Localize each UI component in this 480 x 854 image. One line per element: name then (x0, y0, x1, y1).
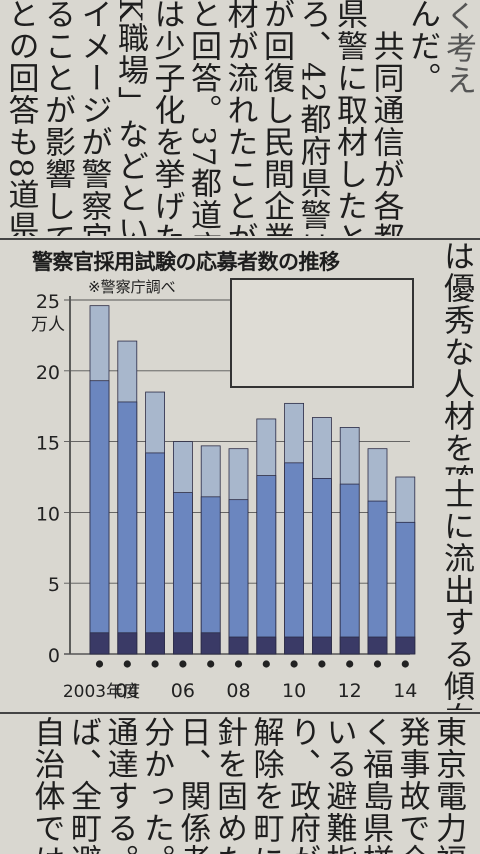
chart-title: 警察官採用試験の応募者数の推移 (32, 250, 340, 274)
text-column: 解除を町に提 (247, 716, 284, 854)
x-tick-dot (179, 660, 187, 668)
text-column: 材が流れたことが原因 (221, 0, 258, 236)
bar-passed (395, 636, 416, 655)
x-tick-label: 04 (115, 680, 139, 702)
text-column: が回復し民間企業に人 (258, 0, 294, 236)
bar-examinees (228, 499, 249, 655)
bar-examinees (117, 401, 138, 655)
bar-examinees (200, 496, 221, 655)
x-tick-dot (123, 660, 131, 668)
bar-passed (117, 632, 138, 655)
text-column: いる避難指 (320, 716, 357, 854)
bar-examinees (311, 478, 332, 655)
text-column: り、政府が8 (284, 716, 320, 854)
x-tick-dot (95, 660, 104, 668)
text-column: は少子化を挙げた。「3 (148, 0, 185, 236)
text-column: ば、全町避難 (65, 716, 101, 854)
bar-passed (228, 636, 249, 655)
x-tick-label: 08 (226, 680, 250, 702)
text-column: ろ、42都府県警は景気 (294, 0, 331, 236)
text-column: 通達する。 (101, 716, 138, 854)
bar-passed (172, 632, 193, 655)
x-tick-dot (262, 660, 270, 668)
x-tick-dot (346, 660, 354, 668)
x-tick-dot (401, 660, 409, 668)
x-tick-label: 14 (393, 680, 417, 702)
article-right-col-b: 士に流出する傾向があ (438, 478, 474, 710)
bar-passed (145, 632, 166, 655)
text-column: んだ。 (404, 0, 440, 94)
bar-passed (339, 636, 360, 655)
chart-source-note: ※警察庁調べ (88, 278, 176, 296)
text-column: 分かった。近 (138, 716, 174, 854)
y-tick-label: 20 (36, 362, 60, 384)
text-column: 自治体では初 (28, 716, 65, 854)
bar-examinees (339, 483, 360, 655)
divider-top (0, 238, 480, 240)
chart-legend (230, 278, 414, 388)
bar-examinees (89, 380, 110, 655)
bar-passed (284, 636, 305, 655)
x-tick-label: 2003年度 (63, 682, 140, 702)
text-column: イメージが警察官にあ (75, 0, 112, 236)
text-column: く福島県楢葉 (357, 716, 393, 854)
x-tick-dot (151, 660, 159, 668)
y-tick-label: 0 (48, 645, 60, 667)
bar-examinees (367, 500, 388, 655)
bar-passed (200, 632, 221, 655)
text-column: 針を固めた (211, 716, 247, 854)
y-unit-label: 万人 (31, 315, 65, 335)
text-column: 東京電力福 (430, 716, 466, 854)
bar-passed (256, 636, 277, 655)
bar-passed (367, 636, 388, 655)
bar-passed (311, 636, 332, 655)
y-tick-label: 5 (48, 574, 60, 596)
y-tick-label: 10 (36, 503, 60, 525)
article-right-col-a: は優秀な人材を確保す (438, 240, 474, 475)
bar-examinees (256, 475, 277, 655)
text-column: 県警に取材したとこ (331, 0, 367, 236)
x-tick-label: 10 (282, 680, 306, 702)
y-tick-label: 15 (36, 433, 60, 455)
text-column: 日、関係者へ (174, 716, 211, 854)
text-column: 共同通信が各都道府 (367, 0, 404, 236)
text-column: 発事故で全町 (393, 716, 430, 854)
article-top-edge: く考え (440, 0, 476, 96)
y-tick-label: 25 (36, 291, 60, 313)
bar-passed (89, 632, 110, 655)
bar-examinees (395, 521, 416, 655)
x-tick-label: 06 (171, 680, 195, 702)
text-column: との回答も8道県警が (2, 0, 39, 236)
x-tick-dot (290, 660, 298, 668)
x-tick-label: 12 (338, 680, 362, 702)
text-column: K職場」などといった (112, 0, 148, 236)
bar-examinees (145, 452, 166, 655)
x-tick-dot (373, 660, 382, 668)
x-tick-dot (234, 660, 243, 668)
x-tick-dot (318, 660, 326, 668)
text-column: ることが影響している (39, 0, 75, 236)
bar-examinees (172, 492, 193, 655)
text-column: と回答。37都道府県警 (185, 0, 221, 236)
divider-bottom (0, 712, 480, 714)
x-tick-dot (207, 660, 215, 668)
bar-examinees (284, 462, 305, 655)
